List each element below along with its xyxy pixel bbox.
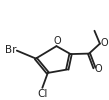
Text: Br: Br: [5, 45, 16, 55]
Text: Cl: Cl: [38, 89, 48, 99]
Text: O: O: [100, 38, 108, 48]
Text: O: O: [95, 64, 102, 74]
Text: O: O: [54, 36, 61, 46]
